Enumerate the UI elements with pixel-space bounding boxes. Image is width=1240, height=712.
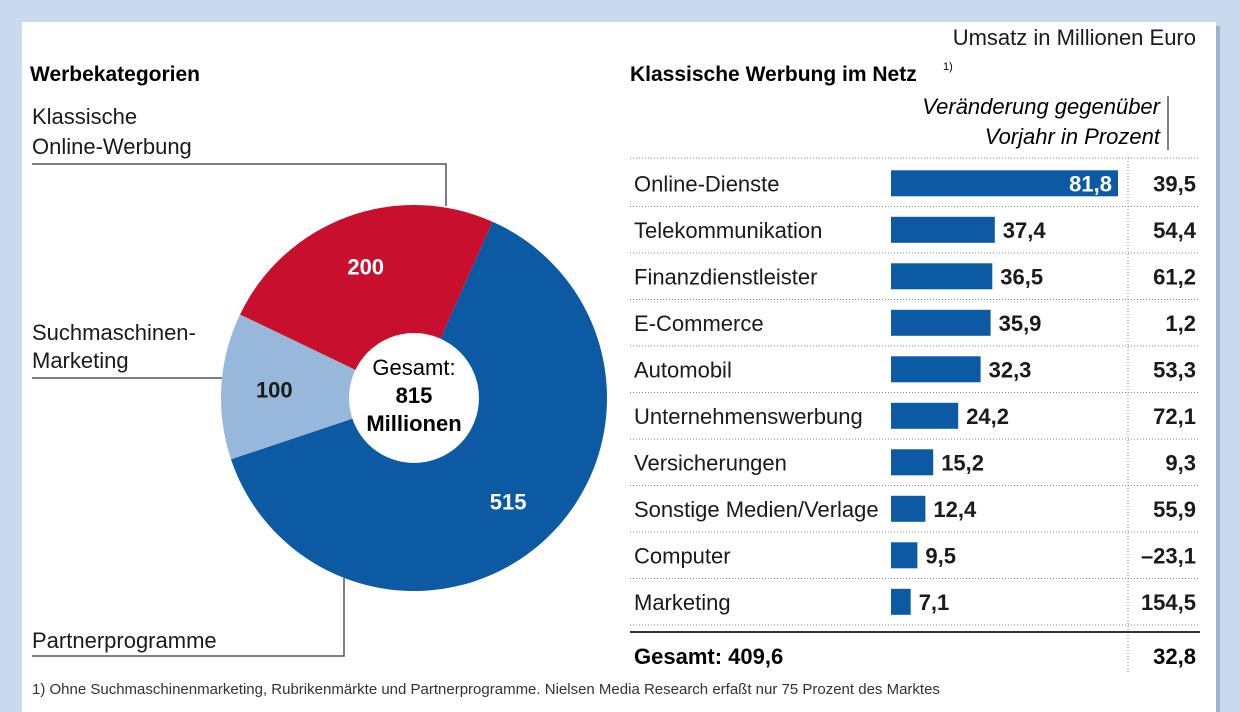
leader-line-partner <box>32 578 345 657</box>
pie-value-label-klassische-online-werbung: 515 <box>490 490 527 515</box>
footnote: 1) Ohne Suchmaschinenmarketing, Rubriken… <box>32 681 940 698</box>
bar-category-label: Sonstige Medien/Verlage <box>634 497 879 522</box>
change-value-label: 53,3 <box>1153 357 1196 382</box>
top-band <box>0 0 1240 22</box>
bar-category-label: Marketing <box>634 590 731 615</box>
bar <box>891 402 959 429</box>
bar-chart: Online-Dienste 81,8 39,5 Telekommunikation 3… <box>630 157 1200 672</box>
bar-value-label: 7,1 <box>919 590 950 615</box>
donut-hole <box>349 333 479 463</box>
change-value-label: 1,2 <box>1165 311 1196 336</box>
bar-value-label: 35,9 <box>999 311 1042 336</box>
change-value-label: 55,9 <box>1153 497 1196 522</box>
change-value-label: 54,4 <box>1153 218 1197 243</box>
label-search-line1: Suchmaschinen- <box>32 320 196 345</box>
center-line1: Gesamt: <box>372 355 455 380</box>
change-value-label: 72,1 <box>1153 404 1196 429</box>
title-footnote-marker: 1) <box>943 61 953 73</box>
change-header-line2: Vorjahr in Prozent <box>985 124 1161 149</box>
change-header-line1: Veränderung gegenüber <box>922 94 1161 119</box>
bar-value-label: 9,5 <box>925 543 956 568</box>
change-value-label: 39,5 <box>1153 171 1196 196</box>
change-value-label: 9,3 <box>1165 450 1196 475</box>
bar-value-label: 15,2 <box>941 450 984 475</box>
bar-category-label: Telekommunikation <box>634 218 822 243</box>
bar-category-label: Computer <box>634 543 731 568</box>
bar-section-title: Klassische Werbung im Netz <box>630 63 917 86</box>
change-value-label: 61,2 <box>1153 264 1196 289</box>
bar <box>891 588 911 615</box>
bar <box>891 263 993 290</box>
change-value-label: –23,1 <box>1141 543 1196 568</box>
pie-value-label-suchmaschinen-marketing: 200 <box>347 255 384 280</box>
bar-total-label: Gesamt: 409,6 <box>634 644 783 669</box>
bar-category-label: Finanzdienstleister <box>634 264 817 289</box>
bar-value-label: 36,5 <box>1000 264 1043 289</box>
label-classic-line1: Klassische <box>32 104 137 129</box>
bar-category-label: Automobil <box>634 357 732 382</box>
label-partner: Partnerprogramme <box>32 628 217 653</box>
center-line2: 815 <box>396 383 433 408</box>
bar-value-label: 24,2 <box>966 404 1009 429</box>
bar <box>891 356 981 383</box>
bar <box>891 495 926 522</box>
bar <box>891 309 991 336</box>
bar-value-label: 12,4 <box>933 497 977 522</box>
change-value-label: 154,5 <box>1141 590 1196 615</box>
chart-panel <box>22 22 1216 712</box>
leader-line-classic <box>32 163 447 206</box>
bar <box>891 170 1118 197</box>
label-search-line2: Marketing <box>32 348 129 373</box>
pie-value-label-partnerprogramme: 100 <box>256 377 293 402</box>
pie-section-title: Werbekategorien <box>30 63 200 86</box>
bar-category-label: Versicherungen <box>634 450 787 475</box>
bar-category-label: Unternehmenswerbung <box>634 404 863 429</box>
bar-category-label: Online-Dienste <box>634 171 780 196</box>
bar-total-change: 32,8 <box>1153 644 1196 669</box>
bar <box>891 216 995 243</box>
bar-category-label: E-Commerce <box>634 311 764 336</box>
label-classic-line2: Online-Werbung <box>32 134 192 159</box>
bar-value-label: 37,4 <box>1003 218 1047 243</box>
bar-value-label: 32,3 <box>989 357 1032 382</box>
bar <box>891 449 934 476</box>
bar <box>891 542 918 569</box>
pie-slice-partnerprogramme <box>221 314 414 460</box>
center-line3: Millionen <box>366 411 461 436</box>
unit-note: Umsatz in Millionen Euro <box>953 25 1196 50</box>
bar-value-label: 81,8 <box>1069 171 1112 196</box>
